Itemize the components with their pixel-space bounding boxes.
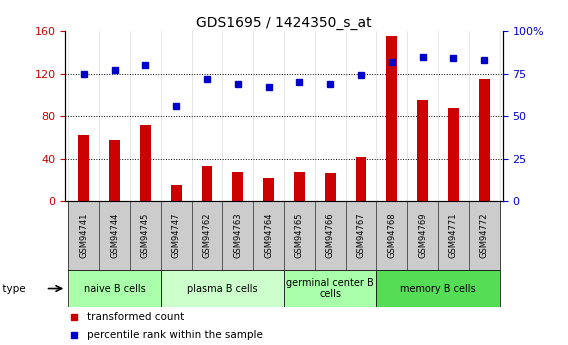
- Bar: [202, 166, 212, 201]
- Text: GSM94745: GSM94745: [141, 213, 150, 258]
- Text: GSM94763: GSM94763: [233, 213, 243, 258]
- Bar: [161, 269, 284, 307]
- Bar: [78, 136, 89, 201]
- Bar: [284, 269, 377, 307]
- Bar: [232, 171, 243, 201]
- Bar: [140, 125, 151, 201]
- Text: GSM94772: GSM94772: [480, 213, 488, 258]
- Text: transformed count: transformed count: [87, 312, 185, 322]
- Text: germinal center B
cells: germinal center B cells: [286, 278, 374, 299]
- Text: naive B cells: naive B cells: [83, 284, 145, 294]
- Text: GSM94762: GSM94762: [203, 213, 211, 258]
- Text: memory B cells: memory B cells: [400, 284, 476, 294]
- Bar: [109, 140, 120, 201]
- Bar: [294, 171, 305, 201]
- Text: GSM94766: GSM94766: [325, 213, 335, 258]
- Text: GSM94764: GSM94764: [264, 213, 273, 258]
- Bar: [356, 157, 366, 201]
- Text: GSM94747: GSM94747: [172, 213, 181, 258]
- Text: GSM94765: GSM94765: [295, 213, 304, 258]
- Bar: [263, 178, 274, 201]
- Text: GSM94741: GSM94741: [80, 213, 88, 258]
- Text: GSM94767: GSM94767: [357, 213, 365, 258]
- Text: GSM94771: GSM94771: [449, 213, 458, 258]
- Bar: [448, 108, 459, 201]
- Bar: [171, 186, 182, 201]
- Bar: [377, 269, 500, 307]
- Bar: [68, 269, 161, 307]
- Text: plasma B cells: plasma B cells: [187, 284, 258, 294]
- Text: GSM94769: GSM94769: [418, 213, 427, 258]
- Bar: [386, 36, 397, 201]
- Bar: [479, 79, 490, 201]
- Bar: [417, 100, 428, 201]
- Bar: [325, 173, 336, 201]
- Text: cell type: cell type: [0, 284, 26, 294]
- Text: GSM94744: GSM94744: [110, 213, 119, 258]
- Text: percentile rank within the sample: percentile rank within the sample: [87, 330, 263, 340]
- Text: GSM94768: GSM94768: [387, 213, 396, 258]
- Title: GDS1695 / 1424350_s_at: GDS1695 / 1424350_s_at: [196, 16, 372, 30]
